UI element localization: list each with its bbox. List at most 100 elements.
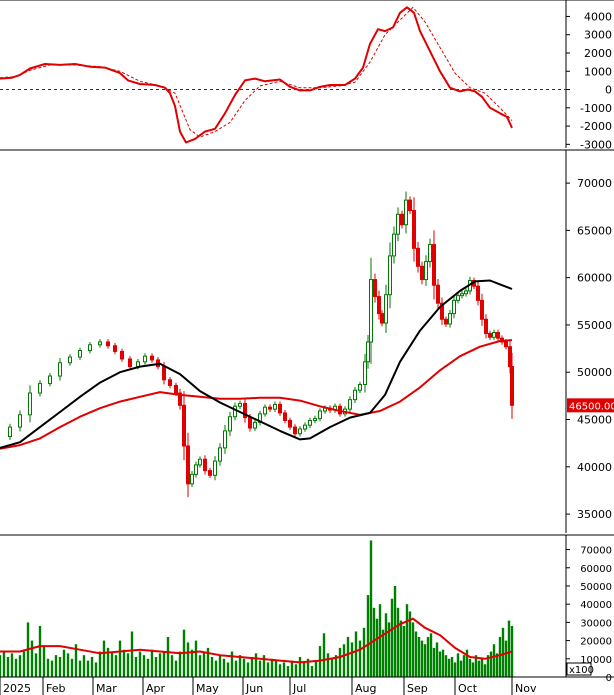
price-candle-body — [428, 244, 432, 263]
price-candle-body — [186, 445, 190, 485]
volume-bar — [435, 642, 439, 677]
price-y-tick-label: 60000 — [577, 272, 612, 285]
volume-bar — [462, 655, 466, 677]
price-candle-body — [38, 383, 42, 394]
price-candle-body — [283, 412, 287, 421]
price-candle-body — [120, 350, 124, 360]
volume-bar — [429, 633, 433, 677]
price-y-tick-label: 35000 — [577, 508, 612, 521]
price-candle-body — [484, 318, 488, 334]
price-candle-body — [98, 341, 102, 346]
volume-bar — [414, 631, 418, 677]
volume-bar — [170, 655, 174, 677]
volume-bar — [174, 660, 178, 677]
price-candle-body — [476, 285, 480, 301]
price-candle-body — [168, 379, 172, 386]
price-candle-body — [150, 355, 154, 361]
x-month-label: Feb — [46, 682, 65, 695]
price-candle-body — [174, 384, 178, 394]
volume-bar — [420, 640, 424, 677]
volume-bar — [114, 655, 118, 677]
price-candle-body — [253, 421, 257, 429]
volume-bar — [206, 647, 210, 677]
volume-bar — [314, 660, 318, 677]
price-y-tick-label: 55000 — [577, 319, 612, 332]
volume-bar — [18, 655, 22, 677]
volume-bar — [417, 636, 421, 677]
volume-y-tick-label: 10000 — [580, 655, 612, 666]
volume-bar — [495, 653, 499, 677]
price-candle-body — [366, 341, 370, 363]
last-price-label: 46500.00 — [569, 401, 614, 412]
price-candle-body — [358, 384, 362, 391]
volume-bar — [0, 655, 2, 677]
price-candle-body — [464, 290, 468, 295]
volume-bar — [70, 658, 74, 677]
macd-signal-line — [0, 6, 513, 138]
volume-bar — [326, 653, 330, 677]
price-candle-body — [88, 344, 92, 351]
macd-y-tick-label: 1000 — [584, 65, 612, 78]
volume-bar — [378, 604, 382, 677]
price-candle-body — [233, 405, 237, 418]
volume-bar — [441, 649, 445, 677]
price-y-tick-label: 40000 — [577, 461, 612, 474]
volume-bar — [78, 660, 82, 677]
volume-bar — [30, 640, 34, 677]
volume-bar — [447, 658, 451, 677]
volume-bar — [477, 660, 481, 677]
volume-bar — [302, 662, 306, 677]
volume-bar — [178, 651, 182, 677]
volume-bar — [38, 626, 42, 677]
price-y-tick-label: 45000 — [577, 414, 612, 427]
price-candle-body — [460, 293, 464, 297]
volume-bar — [102, 640, 106, 677]
volume-bar — [62, 649, 66, 677]
volume-y-tick-label: 70000 — [580, 546, 612, 557]
volume-bar — [262, 655, 266, 677]
x-month-label: Mar — [96, 682, 117, 695]
volume-bar — [408, 611, 412, 677]
volume-bar — [214, 660, 218, 677]
volume-bar — [334, 655, 338, 677]
volume-bar — [210, 656, 214, 677]
volume-bar — [282, 662, 286, 677]
volume-unit-label: x100 — [569, 665, 594, 676]
volume-bar — [504, 640, 508, 677]
volume-bar — [226, 662, 230, 677]
volume-bar — [258, 660, 262, 677]
volume-bar — [468, 658, 472, 677]
x-axis: 2025 Feb Mar Apr May Jun Jul Aug Sep Oct Nov — [0, 676, 614, 695]
price-candle-body — [444, 318, 448, 325]
price-candle-body — [353, 389, 357, 401]
price-candle-body — [248, 417, 252, 429]
volume-bar — [266, 662, 270, 677]
x-month-label: May — [196, 682, 219, 695]
volume-bar — [342, 644, 346, 677]
price-candle-body — [369, 279, 373, 343]
x-month-label: Jul — [292, 682, 306, 695]
x-month-label: 2025 — [3, 682, 31, 695]
volume-bar — [471, 662, 475, 677]
volume-y-tick-label: 50000 — [580, 582, 612, 593]
volume-bar — [346, 636, 350, 677]
volume-bar — [250, 656, 254, 677]
price-candle-body — [213, 460, 217, 476]
price-ma-fast-line — [0, 279, 513, 449]
price-candle-body — [273, 403, 277, 410]
volume-bar — [138, 651, 142, 677]
price-candle-body — [128, 358, 132, 368]
price-candle-body — [508, 346, 512, 368]
volume-bar — [362, 627, 366, 677]
volume-bar — [190, 649, 194, 677]
price-candle-body — [223, 430, 227, 449]
volume-bar — [50, 660, 54, 677]
macd-y-tick-label: -1000 — [580, 102, 612, 115]
price-candle-body — [308, 419, 312, 426]
volume-unit-box — [566, 662, 592, 676]
volume-bar — [10, 653, 14, 677]
volume-bar — [354, 631, 358, 677]
price-candle-body — [348, 399, 352, 410]
volume-bar — [338, 647, 342, 677]
